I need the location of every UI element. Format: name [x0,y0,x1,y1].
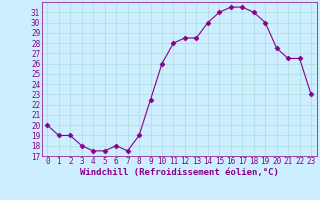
X-axis label: Windchill (Refroidissement éolien,°C): Windchill (Refroidissement éolien,°C) [80,168,279,177]
